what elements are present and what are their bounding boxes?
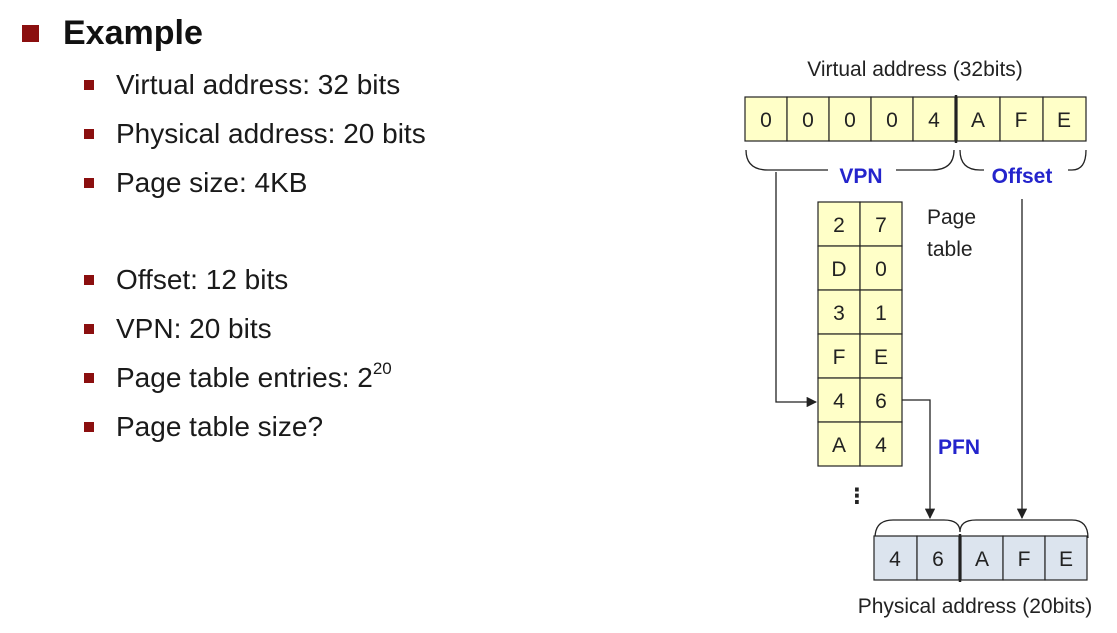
virtual-cell [744,96,788,142]
virtual-digit: F [1015,109,1028,132]
page-table-cell [817,245,861,291]
page-table-entry: E [874,346,888,369]
virtual-digit: 0 [844,109,856,132]
bullet-square [84,178,94,188]
page-table: 2 7 D 0 3 1 F E 4 6 A 4 [817,201,903,467]
pfn-label: PFN [938,436,980,459]
page-table-cell [859,421,903,467]
offset-brace-right [1068,149,1087,171]
physical-digit: A [975,548,989,571]
bullet-page-size: Page size: 4KB [84,163,307,203]
page-table-entry: 0 [875,258,887,281]
page-table-label-line2: table [927,238,973,261]
bullet-text: Physical address: 20 bits [116,118,426,149]
slide-heading: Example [22,10,203,56]
virtual-digit: 4 [928,109,940,132]
bullet-text: Virtual address: 32 bits [116,69,401,100]
page-table-entry: 6 [875,390,887,413]
bullet-offset: Offset: 12 bits [84,260,288,300]
page-table-cell [817,421,861,467]
bullet-physical-address: Physical address: 20 bits [84,114,426,154]
bullet-square [84,324,94,334]
bullet-square [84,373,94,383]
bullet-page-table-size: Page table size? [84,407,323,447]
page-table-entry: 2 [833,214,845,237]
virtual-cell [999,96,1044,142]
bullet-square [84,80,94,90]
virtual-cell [786,96,830,142]
bullet-square [84,275,94,285]
bullet-text: Offset: 12 bits [116,264,289,295]
virtual-address-register: 0 0 0 0 4 A F E [744,95,1087,143]
physical-digit: F [1018,548,1031,571]
vpn-brace-left [745,149,828,171]
page-table-entry: 1 [875,302,887,325]
page-table-entry: 4 [875,434,887,457]
virtual-digit: E [1057,109,1071,132]
virtual-cell [956,96,1001,142]
page-table-ellipsis: ⋮ [847,485,868,508]
physical-digit: 6 [932,548,944,571]
physical-address-brace [874,519,1089,539]
physical-cell [916,535,960,581]
virtual-cell [828,96,872,142]
pfn-arrow [902,399,936,520]
bullet-square [84,129,94,139]
page-table-entry: 3 [833,302,845,325]
bullet-page-table-entries: Page table entries: 220 [84,358,392,398]
bullet-text: Page size: 4KB [116,167,308,198]
page-table-entry: 4 [833,390,845,413]
page-table-cell [817,289,861,335]
offset-brace-left [959,149,984,171]
physical-digit: E [1059,548,1073,571]
virtual-digit: 0 [802,109,814,132]
physical-cell [1044,535,1088,581]
page-table-cell [817,377,861,423]
virtual-cell [1042,96,1087,142]
page-table-entry: A [832,434,846,457]
page-table-entry: 7 [875,214,887,237]
page-table-entry: D [831,258,846,281]
virtual-digit: 0 [760,109,772,132]
physical-address-caption: Physical address (20bits) [858,595,1093,618]
page-table-entry: F [833,346,846,369]
page-table-cell [859,333,903,379]
page-table-cell [859,245,903,291]
page-table-label-line1: Page [927,206,976,229]
virtual-digit: 0 [886,109,898,132]
bullet-square [84,422,94,432]
virtual-cell [870,96,914,142]
bullet-vpn: VPN: 20 bits [84,309,272,349]
physical-cell [1002,535,1046,581]
virtual-address-caption: Virtual address (32bits) [807,58,1023,81]
physical-digit: 4 [889,548,901,571]
heading-text: Example [63,13,203,52]
physical-address-register: 4 6 A F E [873,534,1088,582]
vpn-label: VPN [839,165,882,188]
offset-label: Offset [992,165,1053,188]
vpn-brace-right [896,149,955,171]
virtual-digit: A [971,109,985,132]
bullet-text: VPN: 20 bits [116,313,272,344]
physical-cell [873,535,918,581]
bullet-virtual-address: Virtual address: 32 bits [84,65,400,105]
bullet-text: Page table size? [116,411,324,442]
vpn-index-arrow [775,172,818,408]
page-table-cell [859,201,903,247]
physical-cell [960,535,1004,581]
bullet-text: Page table entries: 220 [116,359,392,393]
page-table-cell [859,289,903,335]
heading-bullet-square [22,24,39,42]
